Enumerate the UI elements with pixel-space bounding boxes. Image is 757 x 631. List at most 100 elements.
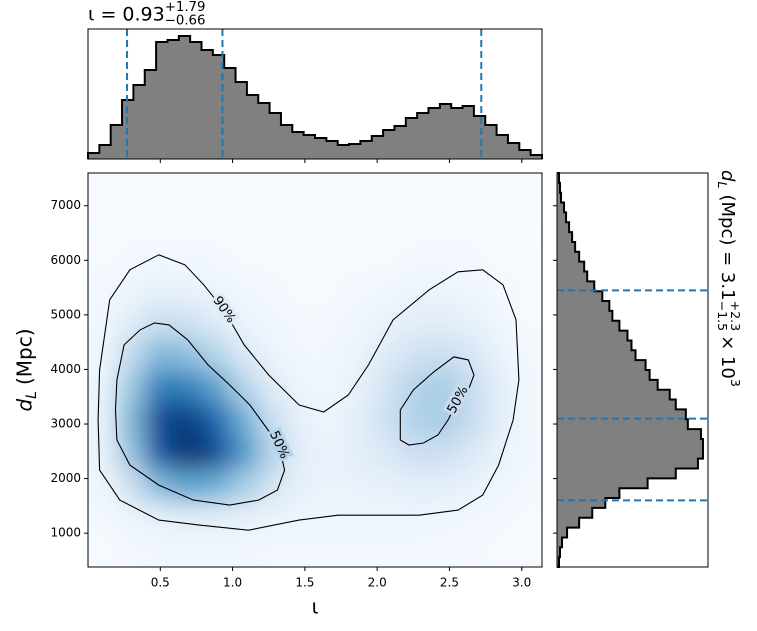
density-cell bbox=[485, 173, 515, 207]
density-cell bbox=[400, 402, 430, 437]
top-hist-bar bbox=[485, 125, 497, 159]
density-cell bbox=[428, 370, 458, 404]
right-frame bbox=[556, 172, 709, 568]
density-cell bbox=[371, 271, 401, 305]
density-cell bbox=[371, 501, 401, 535]
top-hist-bar bbox=[246, 95, 259, 159]
density-cell bbox=[428, 271, 458, 305]
x-tick-label: 1.5 bbox=[295, 576, 314, 590]
label-base: (Mpc) = 3.1 bbox=[717, 194, 738, 300]
right-hist-bar bbox=[557, 360, 646, 371]
right-hist-bar bbox=[557, 438, 703, 450]
top-hist-bar bbox=[167, 40, 180, 159]
right-hist-outline bbox=[557, 172, 704, 568]
density-cell bbox=[371, 402, 401, 437]
density-cell bbox=[201, 370, 231, 404]
superscript: +2.3 bbox=[728, 301, 743, 332]
density-cell bbox=[88, 402, 117, 437]
top-hist-bar bbox=[178, 36, 191, 159]
density-cell bbox=[485, 370, 515, 404]
density-cell bbox=[144, 402, 174, 437]
x-tick-label: 0.5 bbox=[151, 576, 170, 590]
density-cell bbox=[343, 402, 373, 437]
density-cell bbox=[343, 435, 373, 470]
top-hist-bar bbox=[156, 42, 168, 159]
top-hist-bar bbox=[99, 145, 112, 159]
density-cell bbox=[201, 205, 231, 240]
y-label-symbol: d bbox=[13, 399, 37, 412]
x-tick-label: 2.5 bbox=[440, 576, 459, 590]
density-cell bbox=[88, 534, 117, 567]
right-hist-bar bbox=[557, 379, 658, 391]
density-cell bbox=[116, 238, 146, 273]
top-hist-bar bbox=[530, 155, 543, 159]
right-hist-bar bbox=[557, 232, 573, 243]
density-cell bbox=[286, 238, 316, 273]
density-cell bbox=[116, 304, 146, 338]
x-tick-label: 3.0 bbox=[512, 576, 531, 590]
top-hist-bar bbox=[349, 144, 361, 159]
density-cell bbox=[258, 468, 288, 502]
right-hist-bar bbox=[557, 261, 585, 272]
density-cell bbox=[428, 468, 458, 502]
density-cell bbox=[371, 337, 401, 371]
density-cell bbox=[258, 238, 288, 273]
density-cell bbox=[371, 370, 401, 404]
density-cell bbox=[286, 501, 316, 535]
density-cell bbox=[116, 271, 146, 305]
density-cell bbox=[144, 205, 174, 240]
top-hist-bar bbox=[88, 153, 100, 159]
x-tick-label: 1.0 bbox=[223, 576, 242, 590]
right-hist-bar bbox=[557, 173, 560, 184]
top-hist-bar bbox=[360, 141, 373, 159]
top-hist-bar bbox=[417, 113, 429, 159]
top-frame bbox=[87, 28, 543, 160]
density-cell bbox=[173, 370, 203, 404]
density-cell bbox=[428, 534, 458, 567]
top-hist-bar bbox=[258, 103, 270, 159]
right-title: dL (Mpc) = 3.1+2.3−1.5 × 103 bbox=[715, 170, 743, 387]
density-cell bbox=[513, 370, 542, 404]
density-cell bbox=[173, 205, 203, 240]
density-cell bbox=[371, 238, 401, 273]
density-cell bbox=[116, 501, 146, 535]
top-hist-bar bbox=[303, 135, 316, 159]
right-hist-bar bbox=[557, 557, 560, 568]
density-cell bbox=[513, 468, 542, 502]
top-hist-bar bbox=[224, 68, 236, 159]
density-cell bbox=[88, 304, 117, 338]
density-cell bbox=[315, 173, 344, 207]
density-cell bbox=[258, 402, 288, 437]
density-cell bbox=[201, 304, 231, 338]
x-tick-label: 2.0 bbox=[368, 576, 387, 590]
density-cell bbox=[485, 238, 515, 273]
right-hist-bar bbox=[557, 291, 603, 302]
density-cell bbox=[229, 238, 259, 273]
right-hist-bar bbox=[557, 192, 562, 203]
y-tick-label: 1000 bbox=[50, 526, 81, 540]
density-cell bbox=[513, 238, 542, 273]
density-cell bbox=[456, 205, 486, 240]
density-cell bbox=[116, 337, 146, 371]
top-hist-bar bbox=[507, 143, 520, 159]
density-cell bbox=[485, 435, 515, 470]
density-cell bbox=[400, 435, 430, 470]
right-hist-bar bbox=[557, 370, 650, 381]
density-cell bbox=[258, 534, 288, 567]
density-cell bbox=[173, 271, 203, 305]
density-cell bbox=[513, 435, 542, 470]
top-hist-bar bbox=[110, 125, 123, 159]
density-cell bbox=[286, 173, 316, 207]
y-tick-label: 3000 bbox=[50, 417, 81, 431]
density-cell bbox=[258, 205, 288, 240]
density-cell bbox=[513, 534, 542, 567]
subscript: −1.5 bbox=[715, 301, 730, 332]
density-cell bbox=[485, 337, 515, 371]
top-hist-bar bbox=[473, 116, 486, 159]
density-cell bbox=[400, 370, 430, 404]
density-cell bbox=[144, 271, 174, 305]
top-hist-bar bbox=[315, 138, 327, 159]
density-cell bbox=[88, 173, 117, 207]
right-hist-bar bbox=[557, 222, 570, 233]
density-cell bbox=[144, 173, 174, 207]
